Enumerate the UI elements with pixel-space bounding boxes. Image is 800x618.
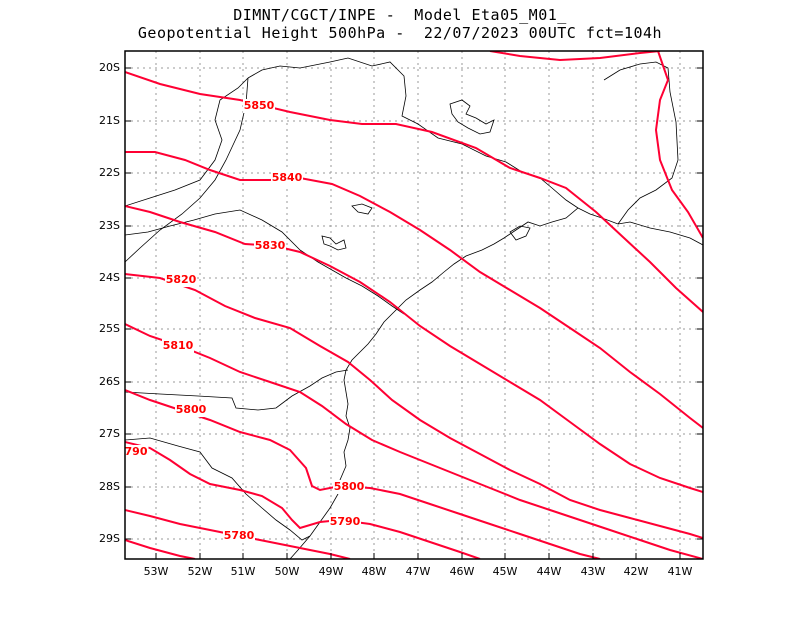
contour-label: 5800 [334,480,365,493]
state-border-mg-rj [603,61,679,225]
lat-label: 29S [99,532,120,545]
lat-ticks [125,67,703,540]
lon-label: 50W [275,565,300,578]
contour-label: 5810 [163,339,194,352]
lat-label: 23S [99,219,120,232]
lon-label: 42W [624,565,649,578]
river-parana [125,77,249,263]
chart-title-line-1: DIMNT/CGCT/INPE - Model Eta05_M01_ [233,6,567,24]
lat-label: 22S [99,166,120,179]
lon-labels: 53W 52W 51W 50W 49W 48W 47W 46W 45W 44W … [144,565,693,578]
lat-labels: 20S 21S 22S 23S 24S 25S 26S 27S 28S 29S [99,61,120,545]
contour-label: 5790 [330,515,361,528]
lon-label: 47W [406,565,431,578]
lat-label: 26S [99,375,120,388]
reservoir-2 [351,203,373,215]
contour-label: 5850 [244,99,275,112]
state-border-rs [125,437,311,541]
contour-label-bg [162,339,194,353]
lat-label: 21S [99,114,120,127]
coastline-and-borders [125,57,703,559]
lon-label: 46W [450,565,475,578]
contour-label-bg [223,529,255,543]
lon-label: 48W [362,565,387,578]
contour-label-bg [329,515,361,529]
contour-5860a [489,51,661,62]
state-border-ms [125,209,301,251]
state-border-sc [125,369,349,411]
contour-label: 5800 [176,403,207,416]
contour-label-bg [243,99,275,113]
contour-5860b [654,51,703,239]
contour-5830 [125,205,703,493]
contour-5770 [125,539,196,559]
state-border-pr [125,77,249,207]
contour-5840 [125,151,703,429]
coastline [289,207,703,559]
contour-label-bg [175,403,207,417]
contour-5850 [125,71,703,313]
lon-label: 44W [537,565,562,578]
island-coast [509,225,531,241]
contour-5790 [125,441,481,559]
contour-label-bg [254,239,286,253]
height-contours [125,51,703,559]
lon-label: 52W [188,565,213,578]
lon-ticks [155,553,681,559]
state-border-sp-mg [247,57,579,209]
contour-label: 5840 [272,171,303,184]
lat-label: 28S [99,480,120,493]
contour-label-bg [333,480,365,494]
map-frame [124,50,704,560]
contour-label-bg [271,171,303,185]
contour-label-bg [165,273,197,287]
lat-label: 24S [99,271,120,284]
lon-label: 51W [231,565,256,578]
lat-label: 25S [99,322,120,335]
lon-label: 53W [144,565,169,578]
lat-label: 20S [99,61,120,74]
chart-title-line-2: Geopotential Height 500hPa - 22/07/2023 … [137,24,663,42]
lon-label: 45W [493,565,518,578]
lat-label: 27S [99,427,120,440]
reservoir-3 [321,235,347,251]
contour-label: 5830 [255,239,286,252]
contour-label-bg [123,445,149,459]
lon-label: 49W [319,565,344,578]
state-border-pr-sp [299,249,405,315]
lon-label: 41W [668,565,693,578]
graticule [125,51,703,559]
contour-5820 [125,273,703,539]
contour-5800 [125,389,601,559]
lon-label: 43W [581,565,606,578]
contour-labels: 5850 5840 5830 5820 5810 5800 790 5800 5790 5780 [123,99,365,543]
reservoir-1 [449,99,495,135]
contour-label: 790 [125,445,148,458]
contour-5810 [125,323,703,559]
contour-label: 5820 [166,273,197,286]
contour-label: 5780 [224,529,255,542]
